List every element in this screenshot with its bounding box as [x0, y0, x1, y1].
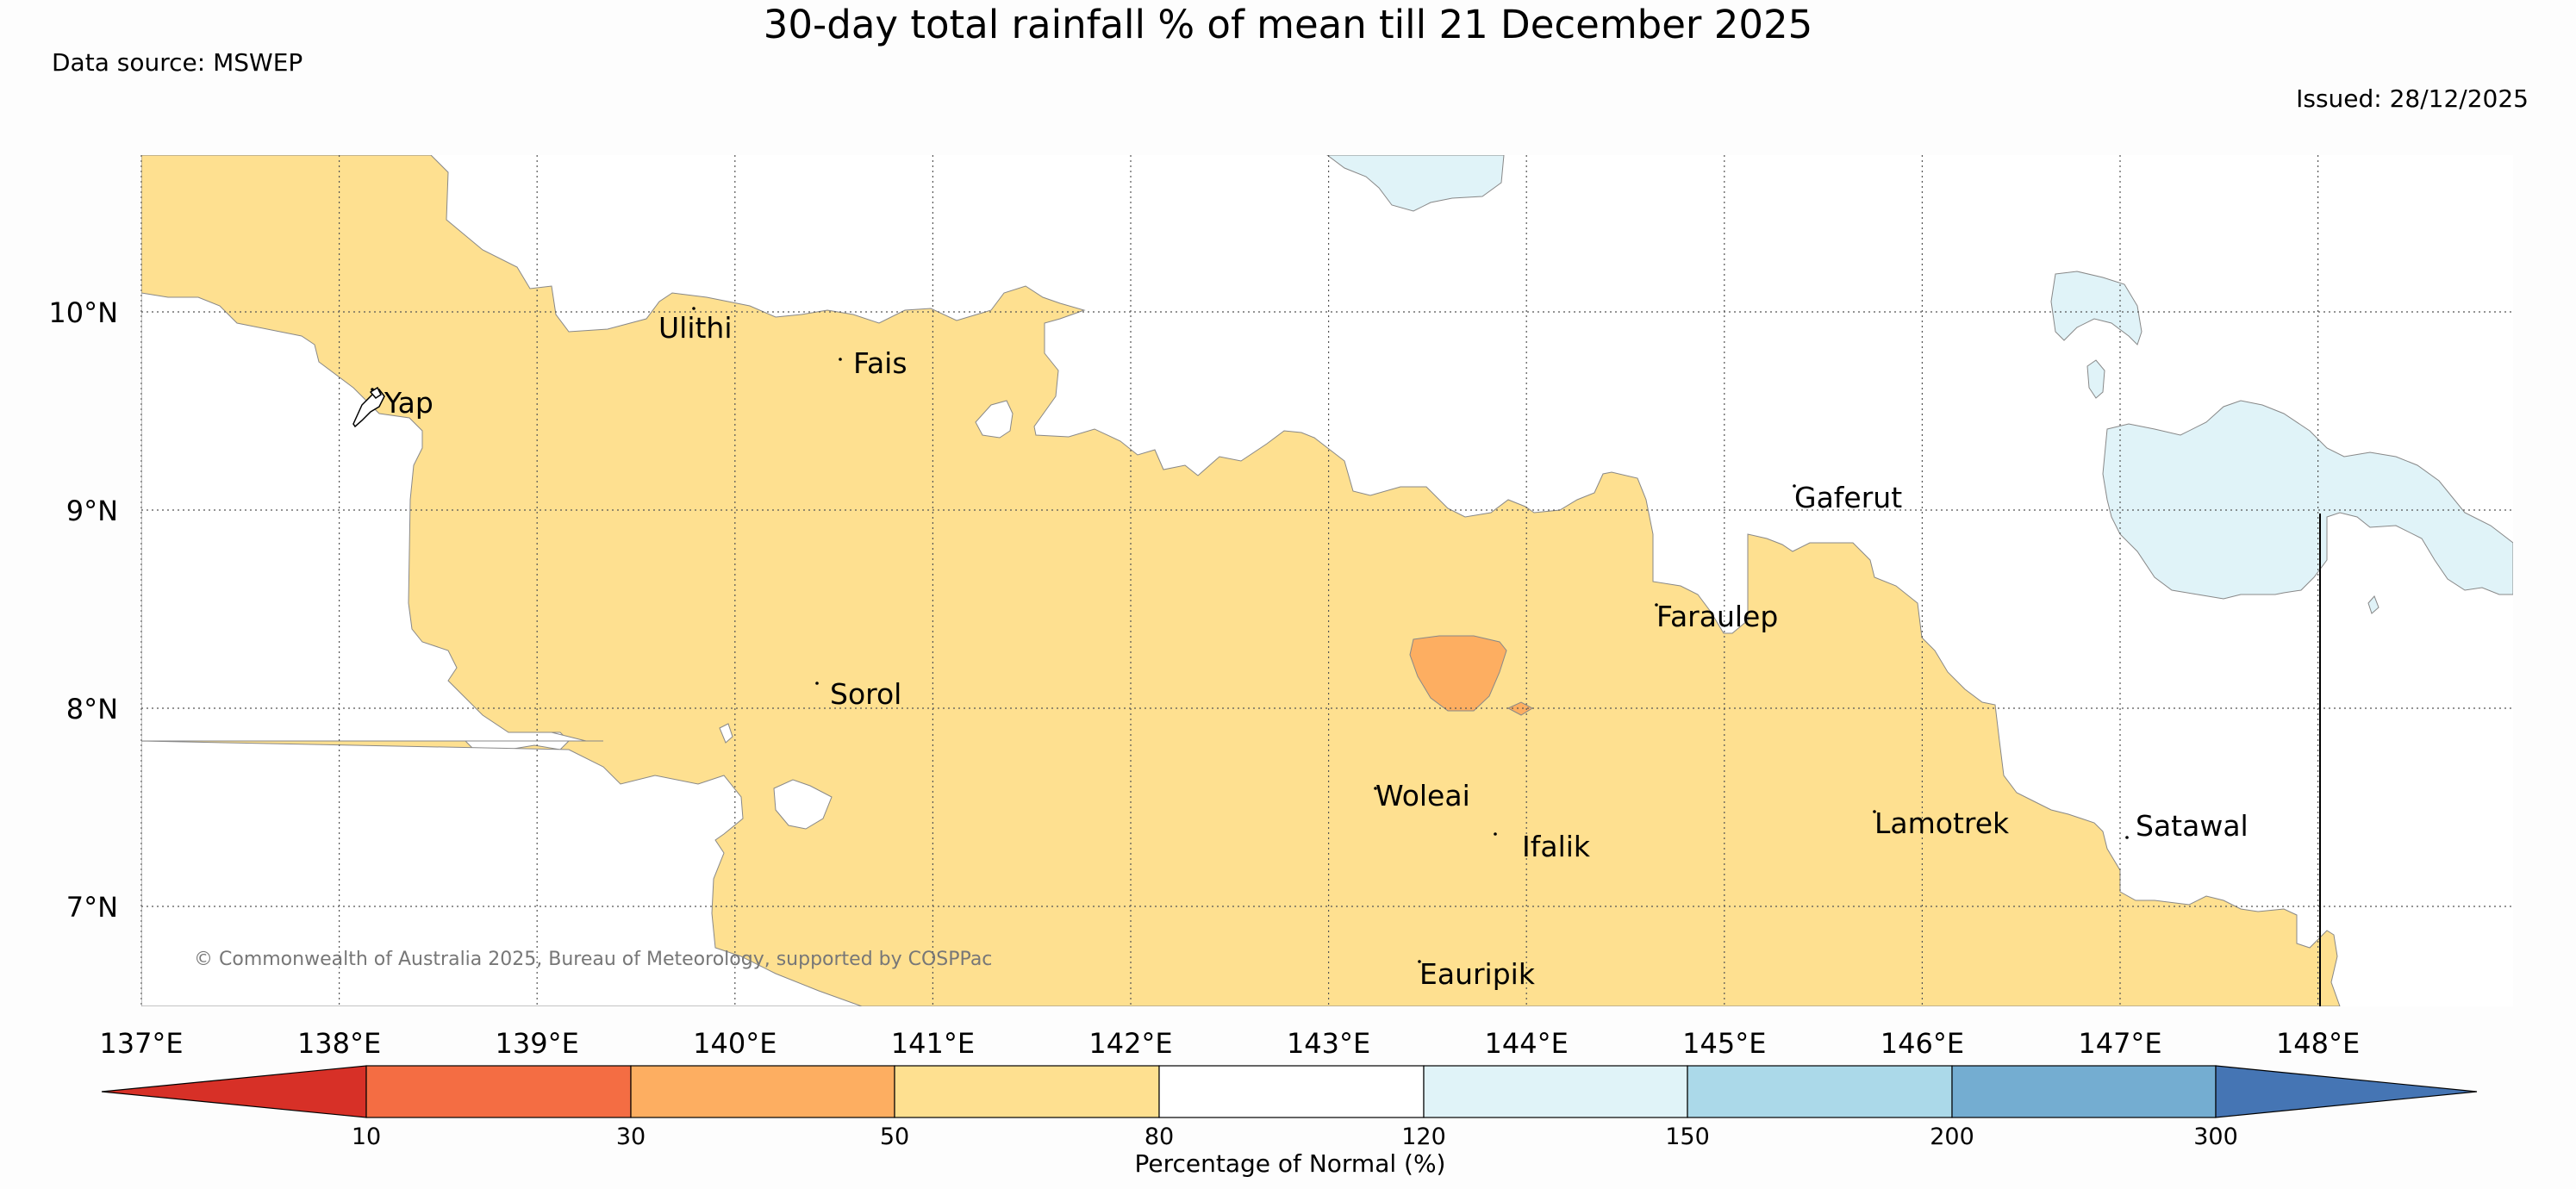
longitude-label: 148°E [2276, 1027, 2360, 1060]
longitude-label: 137°E [99, 1027, 183, 1060]
place-marker-ulithi [692, 307, 695, 310]
place-marker-yap [371, 388, 374, 391]
rainfall-region-80-120-hole-c [773, 779, 833, 830]
colorbar-segment [1158, 1065, 1425, 1118]
rainfall-region-120-150-east-a [2050, 271, 2143, 345]
place-marker-sorol [815, 682, 819, 685]
place-marker-fais [839, 358, 842, 361]
longitude-label: 141°E [891, 1027, 975, 1060]
place-label-gaferut: Gaferut [1794, 481, 1902, 514]
colorbar-segment-above-300 [2215, 1065, 2478, 1118]
rainfall-region-80-120-hole-d [719, 723, 733, 744]
longitude-label: 143°E [1287, 1027, 1370, 1060]
place-label-yap: Yap [384, 386, 433, 420]
yap-island-outline [352, 388, 385, 428]
data-source-label: Data source: MSWEP [52, 48, 303, 77]
longitude-label: 145°E [1682, 1027, 1766, 1060]
longitude-label: 140°E [693, 1027, 777, 1060]
colorbar-tick-label: 30 [616, 1124, 646, 1150]
colorbar-title: Percentage of Normal (%) [1135, 1149, 1446, 1178]
place-label-eauripik: Eauripik [1419, 957, 1536, 991]
colorbar-tick-label: 80 [1145, 1124, 1174, 1150]
map-title: 30-day total rainfall % of mean till 21 … [763, 2, 1813, 47]
rainfall-region-80-120-hole-b [975, 400, 1014, 439]
place-marker-ifalik [1494, 832, 1497, 836]
colorbar-tick-label: 120 [1401, 1124, 1446, 1150]
latitude-label: 7°N [66, 891, 118, 924]
place-label-ifalik: Ifalik [1522, 830, 1591, 863]
place-marker-faraulep [1655, 603, 1658, 607]
colorbar-segment-below-10 [101, 1065, 367, 1118]
colorbar-segment [1687, 1065, 1953, 1118]
colorbar-tick-label: 50 [880, 1124, 909, 1150]
place-marker-lamotrek [1873, 810, 1876, 813]
latitude-label: 10°N [48, 296, 118, 329]
longitude-label: 142°E [1088, 1027, 1172, 1060]
longitude-labels: 137°E 138°E 139°E 140°E 141°E 142°E 143°E 144°E… [99, 1027, 2360, 1060]
rainfall-region-120-150-dot [2367, 595, 2380, 614]
colorbar-segment [894, 1065, 1160, 1118]
rainfall-region-30-50 [1409, 635, 1507, 712]
place-label-woleai: Woleai [1375, 779, 1470, 812]
latitude-label: 9°N [66, 495, 118, 527]
graticule [140, 155, 2513, 1006]
longitude-label: 138°E [297, 1027, 381, 1060]
colorbar-segment [1951, 1065, 2217, 1118]
place-label-sorol: Sorol [830, 677, 901, 711]
place-marker-gaferut [1793, 484, 1796, 488]
rainfall-region-120-150-east-b [2086, 359, 2105, 399]
longitude-label: 144°E [1485, 1027, 1569, 1060]
place-label-satawal: Satawal [2136, 809, 2249, 843]
issued-date-label: Issued: 28/12/2025 [2296, 84, 2529, 113]
rainfall-region-120-150-east-c [2102, 400, 2513, 600]
place-label-fais: Fais [853, 346, 908, 380]
longitude-label: 139°E [496, 1027, 579, 1060]
colorbar [101, 1065, 2478, 1118]
copyright-notice: © Commonwealth of Australia 2025, Bureau… [194, 949, 992, 970]
place-label-lamotrek: Lamotrek [1874, 806, 2010, 840]
place-marker-woleai [1374, 787, 1377, 790]
place-marker-satawal [2125, 836, 2129, 839]
place-marker-eauripik [1418, 960, 1421, 963]
place-label-ulithi: Ulithi [658, 311, 733, 345]
latitude-labels: 10°N 9°N 8°N 7°N [48, 296, 118, 924]
rainfall-region-80-120-hole-f [141, 292, 603, 742]
rainfall-region-120-150-north [1326, 155, 1505, 212]
place-labels: Ulithi Fais Yap Gaferut Faraulep Sorol Woleai I… [371, 307, 2249, 991]
yap-island-outline-b [369, 386, 382, 399]
colorbar-segment [365, 1065, 632, 1118]
colorbar-tick-label: 300 [2193, 1124, 2238, 1150]
latitude-label: 8°N [66, 693, 118, 725]
colorbar-segment [1423, 1065, 1688, 1118]
colorbar-tick-labels: 10 30 50 80 120 150 200 300 [352, 1124, 2238, 1150]
longitude-label: 147°E [2078, 1027, 2161, 1060]
colorbar-tick-label: 10 [352, 1124, 381, 1150]
colorbar-segment [630, 1065, 895, 1118]
longitude-label: 146°E [1881, 1027, 1964, 1060]
colorbar-tick-label: 150 [1665, 1124, 1710, 1150]
colorbar-tick-label: 200 [1930, 1124, 1974, 1150]
rainfall-region-80-120-hole-e [141, 740, 863, 1006]
place-label-faraulep: Faraulep [1656, 600, 1778, 633]
